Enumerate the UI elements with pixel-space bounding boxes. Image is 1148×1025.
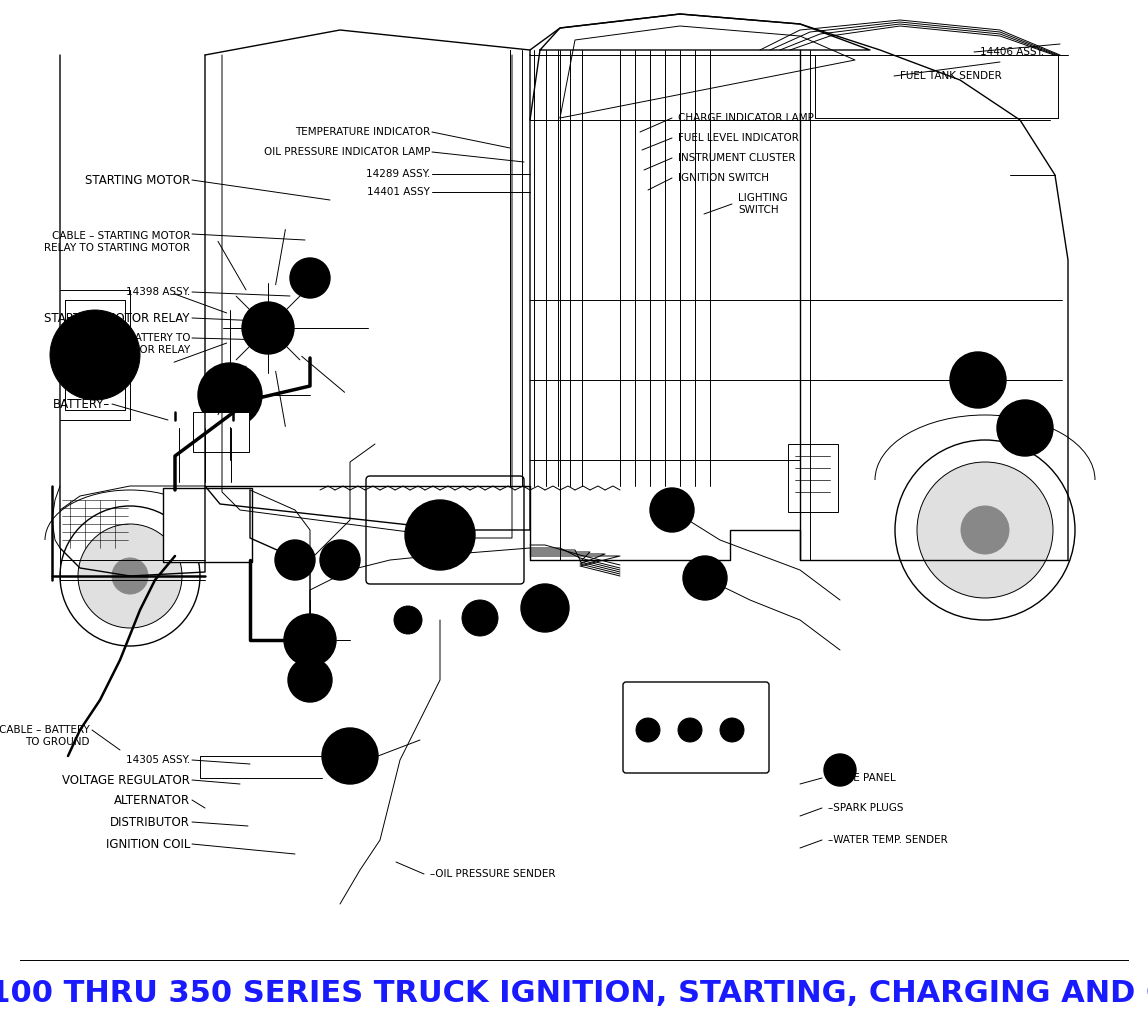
Text: LIGHTING
SWITCH: LIGHTING SWITCH xyxy=(738,193,788,215)
Text: CABLE – BATTERY
TO GROUND: CABLE – BATTERY TO GROUND xyxy=(0,725,90,747)
Text: 14398 ASSY.: 14398 ASSY. xyxy=(126,287,191,297)
Text: IGNITION COIL: IGNITION COIL xyxy=(106,837,191,851)
Text: STARTING MOTOR: STARTING MOTOR xyxy=(85,173,191,187)
FancyBboxPatch shape xyxy=(788,444,838,512)
Circle shape xyxy=(824,754,856,786)
Text: BATTERY–: BATTERY– xyxy=(53,398,110,410)
Text: 14406 ASSY.: 14406 ASSY. xyxy=(980,47,1045,57)
Circle shape xyxy=(51,310,140,400)
Circle shape xyxy=(290,258,329,298)
Text: –SPARK PLUGS: –SPARK PLUGS xyxy=(828,803,903,813)
Circle shape xyxy=(917,462,1053,598)
Circle shape xyxy=(250,310,286,346)
Circle shape xyxy=(292,622,328,658)
Text: 14289 ASSY.: 14289 ASSY. xyxy=(366,169,430,179)
Text: 14401 ASSY: 14401 ASSY xyxy=(367,187,430,197)
Circle shape xyxy=(332,738,369,774)
FancyBboxPatch shape xyxy=(163,488,253,562)
Text: IGNITION SWITCH: IGNITION SWITCH xyxy=(678,173,769,183)
Circle shape xyxy=(720,718,744,742)
Circle shape xyxy=(321,728,378,784)
Text: –FUSE PANEL: –FUSE PANEL xyxy=(828,773,895,783)
Circle shape xyxy=(521,584,569,632)
Circle shape xyxy=(394,606,422,634)
Text: G: G xyxy=(540,602,550,615)
Text: TEMPERATURE INDICATOR: TEMPERATURE INDICATOR xyxy=(295,127,430,137)
Circle shape xyxy=(405,500,475,570)
Text: –OIL PRESSURE SENDER: –OIL PRESSURE SENDER xyxy=(430,869,556,879)
Circle shape xyxy=(636,718,660,742)
Text: FUEL TANK SENDER: FUEL TANK SENDER xyxy=(900,71,1002,81)
Circle shape xyxy=(284,614,336,666)
Text: STARTING MOTOR RELAY: STARTING MOTOR RELAY xyxy=(45,312,191,325)
Text: C: C xyxy=(335,554,344,567)
Circle shape xyxy=(242,302,294,354)
Text: F: F xyxy=(1022,421,1029,435)
Text: CABLE – BATTERY TO
STARTING MOTOR RELAY: CABLE – BATTERY TO STARTING MOTOR RELAY xyxy=(62,333,191,356)
Text: DISTRIBUTOR: DISTRIBUTOR xyxy=(110,816,191,828)
Text: INSTRUMENT CLUSTER: INSTRUMENT CLUSTER xyxy=(678,153,796,163)
FancyBboxPatch shape xyxy=(193,412,249,452)
Circle shape xyxy=(461,600,498,636)
Text: A: A xyxy=(305,673,315,687)
Circle shape xyxy=(210,375,250,415)
Circle shape xyxy=(832,762,848,778)
Text: ALTERNATOR: ALTERNATOR xyxy=(114,793,191,807)
Text: FUEL LEVEL INDICATOR: FUEL LEVEL INDICATOR xyxy=(678,133,799,144)
Circle shape xyxy=(650,488,695,532)
Text: 1968 F-100 THRU 350 SERIES TRUCK IGNITION, STARTING, CHARGING AND GAUGES: 1968 F-100 THRU 350 SERIES TRUCK IGNITIO… xyxy=(0,980,1148,1009)
Text: H: H xyxy=(700,572,709,584)
FancyBboxPatch shape xyxy=(366,476,523,584)
Text: 14305 ASSY.: 14305 ASSY. xyxy=(126,755,191,765)
Text: OIL PRESSURE INDICATOR LAMP: OIL PRESSURE INDICATOR LAMP xyxy=(264,147,430,157)
Text: –WATER TEMP. SENDER: –WATER TEMP. SENDER xyxy=(828,835,948,845)
Circle shape xyxy=(78,524,183,628)
Circle shape xyxy=(60,320,130,390)
Text: B: B xyxy=(290,554,300,567)
Circle shape xyxy=(951,352,1006,408)
Circle shape xyxy=(418,512,461,557)
Circle shape xyxy=(288,658,332,702)
Text: CABLE – STARTING MOTOR
RELAY TO STARTING MOTOR: CABLE – STARTING MOTOR RELAY TO STARTING… xyxy=(44,231,191,253)
Circle shape xyxy=(276,540,315,580)
Circle shape xyxy=(683,556,727,600)
Circle shape xyxy=(298,266,321,290)
Text: CHARGE INDICATOR LAMP: CHARGE INDICATOR LAMP xyxy=(678,113,814,123)
Text: E: E xyxy=(974,373,982,386)
Circle shape xyxy=(222,387,238,403)
Circle shape xyxy=(996,400,1053,456)
Text: VOLTAGE REGULATOR: VOLTAGE REGULATOR xyxy=(62,774,191,786)
Circle shape xyxy=(961,506,1009,554)
Circle shape xyxy=(678,718,701,742)
Circle shape xyxy=(197,363,262,427)
FancyBboxPatch shape xyxy=(623,682,769,773)
Text: D: D xyxy=(667,503,677,517)
Circle shape xyxy=(320,540,360,580)
Circle shape xyxy=(113,558,148,594)
